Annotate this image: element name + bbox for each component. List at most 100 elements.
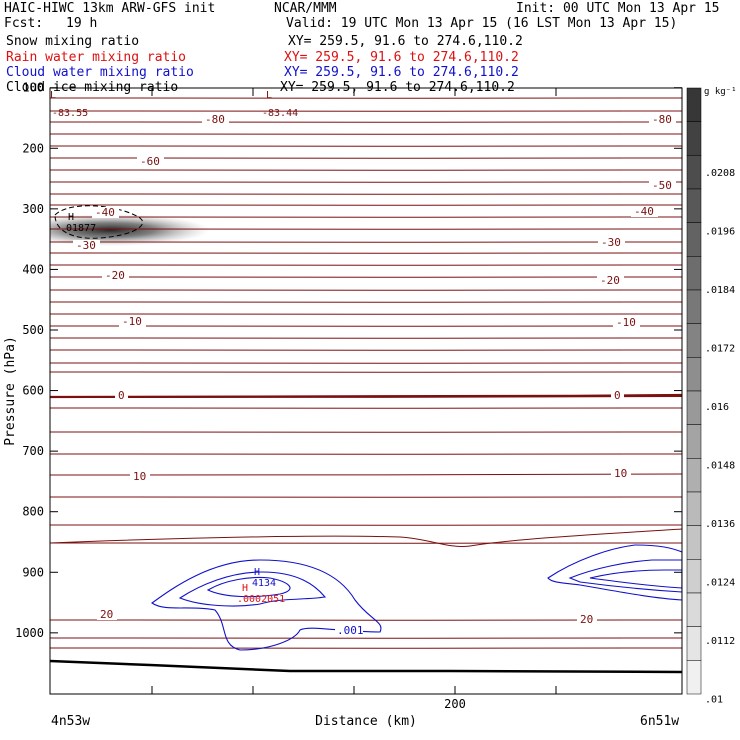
isotherm-line — [50, 524, 682, 526]
isotherm-line — [50, 97, 682, 99]
colorbar-unit: g kg⁻¹ — [704, 87, 737, 97]
fcst-label: Fcst: — [4, 16, 44, 31]
colorbar-cell — [686, 525, 702, 560]
colorbar-cell — [686, 222, 702, 257]
isotherm-label: -10 — [616, 316, 636, 329]
cloud-water-contour — [178, 571, 327, 607]
y-tick-label: 600 — [22, 384, 44, 398]
isotherm-label: -80 — [652, 113, 672, 126]
isotherm-label-bg — [102, 270, 129, 281]
isotherm-label: -50 — [652, 179, 672, 192]
extremum-value: .0002051 — [237, 594, 285, 605]
y-tick-label: 400 — [22, 262, 44, 276]
colorbar-cell — [686, 592, 702, 627]
isotherm-label: -40 — [95, 206, 115, 219]
colorbar-cell — [686, 626, 702, 661]
colorbar-cell — [686, 559, 702, 594]
isotherm-label-bg — [577, 614, 597, 625]
isotherm-line — [50, 193, 682, 195]
isotherm-label-bg — [73, 240, 100, 251]
isotherm-line — [50, 133, 682, 135]
field-cloudwater-name: Cloud water mixing ratio — [6, 65, 194, 80]
model-title: HAIC-HIWC 13km ARW-GFS init — [4, 1, 216, 16]
isotherm-label: -20 — [600, 274, 620, 287]
colorbar-cell — [686, 357, 702, 392]
right-end-label: 6n51w — [640, 714, 679, 729]
isotherm-line — [50, 371, 682, 373]
colorbar-tick-label: .0208 — [705, 168, 735, 179]
colorbar-cell — [686, 424, 702, 459]
extremum-value: -83.44 — [262, 108, 298, 119]
isotherm-line — [50, 301, 682, 303]
isotherm-line — [50, 145, 682, 147]
isotherm-label: 20 — [100, 608, 113, 621]
isotherm-line — [50, 647, 682, 649]
extremum-value: 01877 — [66, 223, 96, 234]
isotherm-line — [50, 241, 682, 243]
ice-contour — [54, 205, 143, 239]
cloud-label-bg — [335, 624, 363, 635]
extremum-value: -83.55 — [52, 108, 88, 119]
cloud-water-contour — [568, 559, 682, 593]
isotherm-line — [50, 542, 682, 544]
isotherm-label: 10 — [133, 470, 146, 483]
colorbar-tick-label: .0172 — [705, 344, 735, 355]
extremum-type: H — [242, 583, 248, 594]
x-axis-label: Distance (km) — [315, 714, 417, 729]
colorbar-cell — [686, 660, 702, 695]
isotherm-line — [50, 121, 682, 123]
y-axis-label: Pressure (hPa) — [3, 336, 18, 446]
isotherm-label-bg — [119, 316, 146, 327]
y-tick-label: 900 — [22, 565, 44, 579]
x-tick-label: 200 — [444, 697, 466, 711]
valid-time: Valid: 19 UTC Mon 13 Apr 15 (16 LST Mon … — [286, 16, 678, 31]
isotherm-label: -40 — [634, 205, 654, 218]
colorbar-cell — [686, 87, 702, 122]
cloud-water-contour — [589, 569, 682, 589]
isotherm-label-bg — [611, 390, 624, 401]
colorbar-tick-label: .0136 — [705, 519, 735, 530]
left-end-label: 4n53w — [51, 714, 90, 729]
colorbar-cell — [686, 390, 702, 425]
isotherm-line — [50, 313, 682, 315]
isotherm-label-bg — [130, 471, 150, 482]
colorbar-cell — [686, 289, 702, 324]
isotherm-label: -30 — [76, 239, 96, 252]
plot-frame — [49, 87, 683, 695]
colorbar-cell — [686, 155, 702, 190]
isotherm-label: -80 — [205, 113, 225, 126]
field-snow-name: Snow mixing ratio — [6, 34, 140, 49]
colorbar-tick-label: .01 — [705, 695, 723, 706]
isotherm-line — [50, 204, 682, 206]
isotherm-label-bg — [613, 317, 640, 328]
isotherm-label-bg — [202, 114, 229, 125]
isotherm-label: -30 — [601, 236, 621, 249]
y-tick-label: 700 — [22, 444, 44, 458]
extremum-type: H — [254, 567, 260, 578]
isotherm-line — [50, 528, 682, 548]
isotherm-line — [50, 110, 682, 112]
y-tick-label: 800 — [22, 505, 44, 519]
field-cloudwater-xy: XY= 259.5, 91.6 to 274.6,110.2 — [284, 65, 519, 80]
isotherm-line — [50, 496, 682, 498]
extremum-value: 4134 — [252, 578, 276, 589]
isotherm-line — [50, 169, 682, 171]
isotherm-label-bg — [115, 390, 128, 401]
cloud-water-contour — [547, 544, 682, 601]
init-time: Init: 00 UTC Mon 13 Apr 15 — [516, 1, 720, 16]
isotherm-line — [50, 407, 682, 409]
y-tick-label: 300 — [22, 202, 44, 216]
y-tick-label: 100 — [22, 81, 44, 95]
colorbar-tick-label: .0184 — [705, 285, 735, 296]
extremum-type: L — [50, 90, 56, 101]
y-tick-label: 500 — [22, 323, 44, 337]
snow-shading — [50, 214, 210, 246]
isotherm-line — [50, 228, 682, 230]
colorbar-cell — [686, 491, 702, 526]
isotherm-line — [50, 337, 682, 339]
cloud-contour-label: .001 — [337, 624, 364, 637]
isotherm-line — [50, 431, 682, 433]
isotherm-line — [50, 216, 682, 218]
isotherm-line — [50, 181, 682, 183]
isotherm-line — [50, 473, 682, 476]
